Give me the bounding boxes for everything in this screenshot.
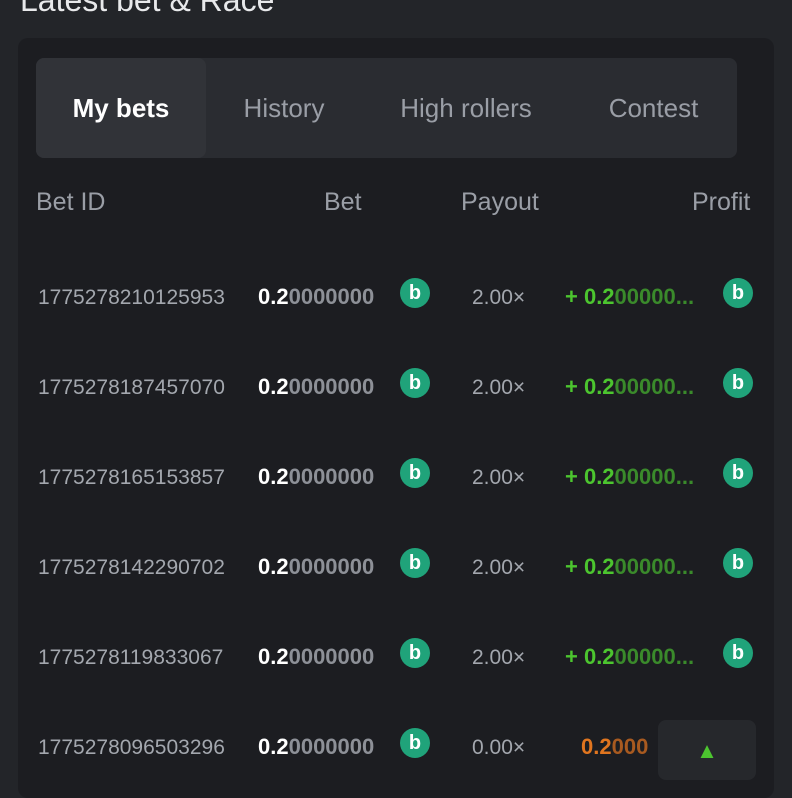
profit: + 0.200000... [565, 554, 694, 580]
bet-id[interactable]: 1775278119833067 [38, 646, 224, 669]
bc-coin-icon: b [400, 278, 430, 308]
payout: 2.00× [472, 286, 526, 309]
payout: 2.00× [472, 556, 526, 579]
bet-id[interactable]: 1775278142290702 [38, 556, 225, 579]
section-title: Latest bet & Race [20, 0, 275, 18]
bc-coin-icon: b [400, 368, 430, 398]
payout: 2.00× [472, 376, 526, 399]
column-payout: Payout [461, 188, 539, 216]
table-row[interactable]: 1775278119833067 0.20000000 b 2.00× + 0.… [18, 638, 774, 678]
table-row[interactable]: 1775278142290702 0.20000000 b 2.00× + 0.… [18, 548, 774, 588]
bet-amount-main: 0.2 [258, 284, 289, 309]
profit-main: + 0.2 [565, 464, 615, 489]
bet-amount-main: 0.2 [258, 734, 289, 759]
table-row[interactable]: 1775278210125953 0.20000000 b 2.00× + 0.… [18, 278, 774, 318]
table-row[interactable]: 1775278165153857 0.20000000 b 2.00× + 0.… [18, 458, 774, 498]
bet-amount-main: 0.2 [258, 644, 289, 669]
profit-rest: 00000... [614, 284, 695, 309]
bet-amount: 0.20000000 [258, 464, 374, 490]
profit: + 0.200000... [565, 644, 694, 670]
bet-amount: 0.20000000 [258, 554, 374, 580]
profit-rest: 00000... [614, 554, 695, 579]
bet-id[interactable]: 1775278187457070 [38, 376, 225, 399]
bc-coin-icon: b [723, 638, 753, 668]
bet-amount-rest: 0000000 [288, 644, 375, 669]
bet-id[interactable]: 1775278210125953 [38, 286, 225, 309]
bc-coin-icon: b [400, 728, 430, 758]
profit-rest: 00000... [614, 374, 695, 399]
bet-amount-main: 0.2 [258, 554, 289, 579]
bet-id[interactable]: 1775278096503296 [38, 736, 225, 759]
profit: + 0.200000... [565, 374, 694, 400]
column-bet: Bet [324, 188, 362, 216]
table-row[interactable]: 1775278187457070 0.20000000 b 2.00× + 0.… [18, 368, 774, 408]
payout: 2.00× [472, 466, 526, 489]
bet-amount: 0.20000000 [258, 734, 374, 760]
profit-rest: 00000... [614, 644, 695, 669]
bc-coin-icon: b [400, 638, 430, 668]
tab-history[interactable]: History [243, 92, 325, 123]
column-bet-id: Bet ID [36, 188, 106, 216]
profit-rest: 000 [611, 734, 649, 759]
bc-coin-icon: b [723, 278, 753, 308]
tab-high-rollers[interactable]: High rollers [400, 92, 532, 123]
bet-amount: 0.20000000 [258, 284, 374, 310]
profit: 0.2000 [581, 734, 648, 760]
profit-main: + 0.2 [565, 644, 615, 669]
scroll-to-top-button[interactable]: ▲ [658, 720, 756, 780]
bet-amount-rest: 0000000 [288, 284, 375, 309]
profit-main: + 0.2 [565, 374, 615, 399]
bc-coin-icon: b [400, 548, 430, 578]
profit-main: 0.2 [581, 734, 612, 759]
bet-amount: 0.20000000 [258, 644, 374, 670]
tab-my-bets[interactable]: My bets [36, 58, 206, 158]
profit-rest: 00000... [614, 464, 695, 489]
bet-amount-rest: 0000000 [288, 464, 375, 489]
bc-coin-icon: b [400, 458, 430, 488]
payout: 2.00× [472, 646, 526, 669]
profit-main: + 0.2 [565, 284, 615, 309]
profit-main: + 0.2 [565, 554, 615, 579]
bc-coin-icon: b [723, 548, 753, 578]
bet-amount-rest: 0000000 [288, 554, 375, 579]
bet-amount-rest: 0000000 [288, 734, 375, 759]
bet-id[interactable]: 1775278165153857 [38, 466, 225, 489]
bc-coin-icon: b [723, 368, 753, 398]
chevron-up-icon: ▲ [696, 738, 718, 763]
bet-amount-main: 0.2 [258, 464, 289, 489]
bets-panel: My bets History High rollers Contest Bet… [18, 38, 774, 798]
profit: + 0.200000... [565, 464, 694, 490]
column-profit: Profit [692, 188, 751, 216]
bet-amount-main: 0.2 [258, 374, 289, 399]
profit: + 0.200000... [565, 284, 694, 310]
tab-contest[interactable]: Contest [608, 92, 699, 123]
payout: 0.00× [472, 736, 526, 759]
bet-amount: 0.20000000 [258, 374, 374, 400]
bc-coin-icon: b [723, 458, 753, 488]
bet-amount-rest: 0000000 [288, 374, 375, 399]
tab-bar: My bets History High rollers Contest [36, 58, 737, 158]
